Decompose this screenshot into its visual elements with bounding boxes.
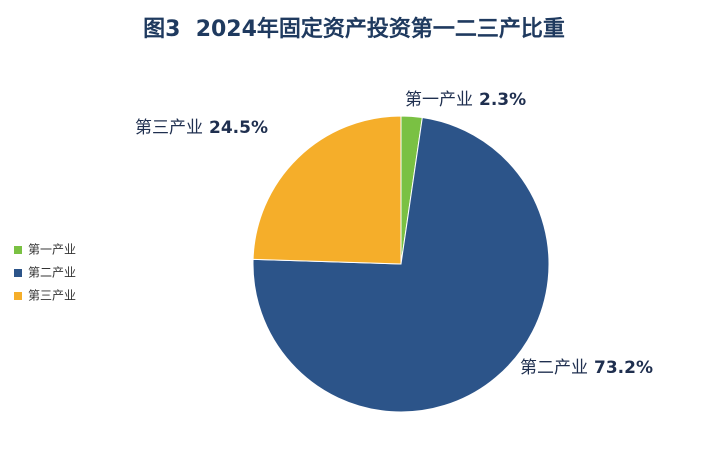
data-label-category: 第二产业	[520, 358, 588, 378]
legend-swatch	[14, 246, 22, 254]
pie-slice	[252, 116, 550, 413]
data-label-value: 24.5%	[209, 118, 268, 138]
legend-swatch	[14, 269, 22, 277]
data-label: 第二产业 73.2%	[520, 358, 653, 378]
pie-slice	[252, 115, 402, 265]
data-label-category: 第一产业	[405, 90, 473, 110]
chart-title: 图3 2024年固定资产投资第一二三产比重	[143, 16, 565, 42]
data-label-category: 第三产业	[135, 118, 203, 138]
legend-label: 第二产业	[28, 266, 76, 280]
data-label: 第一产业 2.3%	[405, 90, 526, 110]
data-label: 第三产业 24.5%	[135, 118, 268, 138]
data-label-value: 2.3%	[479, 90, 526, 110]
legend-swatch	[14, 292, 22, 300]
legend-label: 第三产业	[28, 289, 76, 303]
data-label-value: 73.2%	[594, 358, 653, 378]
legend-label: 第一产业	[28, 243, 76, 257]
